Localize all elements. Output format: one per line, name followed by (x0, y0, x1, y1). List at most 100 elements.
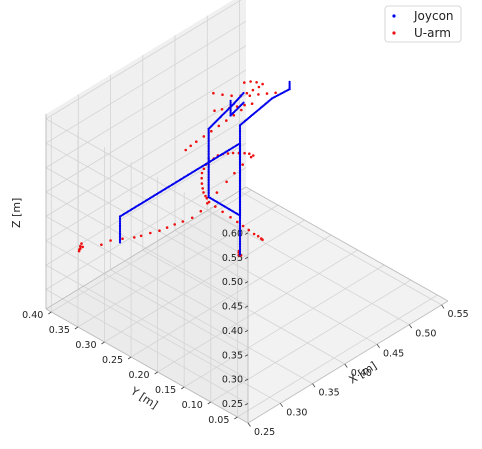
data-point-u-arm (139, 234, 143, 238)
data-point-u-arm (220, 108, 224, 111)
z-tick-mark (244, 403, 249, 406)
x-tick-label: 0.40 (351, 368, 372, 379)
grid-line-z-left (45, 264, 249, 380)
data-point-joycon (207, 153, 210, 156)
data-point-joycon (238, 140, 242, 143)
data-point-joycon (207, 184, 210, 187)
data-point-joycon (238, 246, 242, 250)
grid-line-z-right (45, 0, 242, 120)
data-point-u-arm (274, 91, 277, 95)
data-point-u-arm (149, 231, 152, 235)
plot-area (77, 80, 291, 257)
z-tick-mark (244, 305, 249, 308)
x-tick-mark (376, 344, 380, 349)
data-point-joycon (229, 107, 232, 111)
data-point-joycon (288, 80, 291, 83)
x-axis-label: X [m] (347, 359, 380, 386)
y-axis-line (45, 308, 249, 424)
x-tick-mark (279, 403, 284, 408)
data-point-joycon (207, 160, 210, 163)
data-point-u-arm (256, 234, 260, 238)
z-axis-label: Z [m] (10, 198, 23, 228)
data-point-u-arm (233, 171, 236, 175)
y-tick-label: 0.40 (22, 310, 43, 321)
data-point-joycon (238, 209, 242, 212)
x-tick-mark (247, 422, 251, 427)
data-point-joycon (207, 196, 210, 199)
data-point-joycon (229, 101, 232, 104)
grid-line-z-right (45, 45, 247, 168)
data-point-u-arm (232, 114, 236, 117)
data-point-u-arm (206, 202, 209, 205)
data-point-joycon (238, 161, 242, 164)
data-point-u-arm (202, 167, 206, 171)
data-point-joycon (118, 217, 122, 220)
data-point-joycon (207, 192, 210, 195)
data-point-joycon (118, 228, 122, 232)
data-point-joycon (238, 248, 242, 251)
grid-line-y-floor (183, 264, 385, 388)
data-point-u-arm (165, 226, 169, 229)
data-point-joycon (207, 148, 210, 152)
data-point-joycon (207, 155, 210, 158)
data-point-joycon (238, 138, 242, 141)
data-point-u-arm (200, 171, 204, 175)
grid-line-y-floor (210, 279, 412, 403)
x-tick-mark (312, 383, 316, 388)
data-point-joycon (238, 203, 242, 206)
data-point-joycon (238, 156, 242, 159)
data-point-u-arm (255, 81, 258, 84)
data-point-u-arm (181, 220, 185, 223)
data-point-u-arm (79, 244, 82, 248)
data-point-joycon (238, 222, 242, 225)
data-point-u-arm (109, 239, 112, 242)
z-tick-label: 0.25 (222, 399, 243, 410)
data-point-u-arm (204, 194, 207, 198)
data-point-joycon (207, 178, 210, 181)
y-tick-mark (127, 356, 132, 360)
data-point-u-arm (240, 108, 243, 112)
data-point-u-arm (243, 103, 246, 107)
data-point-u-arm (251, 88, 255, 92)
grid-line-z-right (45, 142, 247, 266)
data-point-u-arm (81, 245, 84, 249)
data-point-joycon (229, 99, 232, 102)
y-tick-label: 0.30 (75, 340, 96, 351)
data-point-joycon (242, 91, 245, 95)
data-point-u-arm (250, 102, 254, 105)
data-point-u-arm (100, 243, 103, 246)
data-point-joycon (207, 179, 210, 182)
z-tick-label: 0.35 (222, 350, 243, 361)
data-point-joycon (238, 175, 242, 179)
data-point-joycon (238, 245, 242, 248)
legend-label-joycon: Joycon (413, 9, 454, 23)
y-tick-label: 0.10 (182, 400, 203, 411)
data-point-u-arm (248, 152, 251, 155)
data-point-joycon (207, 194, 210, 197)
data-point-joycon (238, 137, 242, 140)
data-point-u-arm (195, 140, 198, 143)
grid-line-y-floor (157, 249, 358, 373)
grid-line-z-left (45, 289, 249, 404)
data-point-joycon (238, 230, 242, 233)
data-point-joycon (238, 174, 242, 177)
data-point-joycon (207, 163, 210, 166)
y-tick-label: 0.15 (155, 385, 176, 396)
floor-edge-right (245, 186, 449, 302)
x-axis-line (247, 300, 449, 424)
data-point-joycon (238, 253, 242, 256)
data-point-u-arm (241, 224, 245, 228)
data-point-joycon (207, 139, 210, 142)
data-point-joycon (238, 208, 242, 211)
data-point-joycon (238, 201, 242, 204)
data-point-joycon (238, 163, 242, 166)
grid-line-z-right (45, 69, 247, 193)
data-point-joycon (118, 218, 122, 222)
data-point-joycon (207, 135, 210, 139)
data-point-joycon (118, 235, 122, 238)
data-point-u-arm (121, 237, 124, 240)
data-point-joycon (238, 238, 242, 241)
data-point-joycon (207, 144, 210, 147)
y-tick-label: 0.05 (208, 415, 229, 426)
data-point-joycon (238, 217, 242, 220)
